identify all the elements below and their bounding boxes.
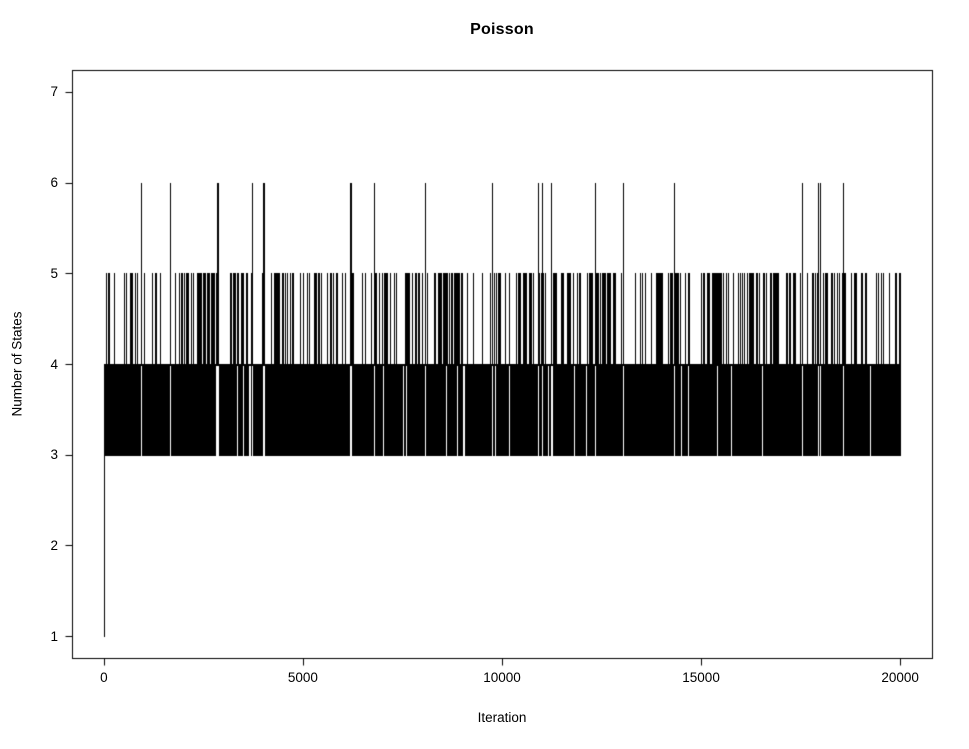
y-tick-label: 4 [50,356,58,372]
y-tick-label: 3 [50,447,58,463]
chart-title: Poisson [470,21,534,38]
x-axis-title: Iteration [477,710,527,725]
y-tick-label: 6 [50,175,58,191]
y-tick-label: 7 [50,84,58,100]
x-tick-label: 0 [100,670,108,685]
x-tick-label: 10000 [483,670,521,685]
y-tick-label: 5 [50,265,58,281]
x-tick-label: 15000 [682,670,720,685]
y-tick-label: 2 [50,537,58,553]
x-tick-label: 20000 [881,670,919,685]
x-tick-label: 5000 [287,670,318,685]
y-tick-label: 1 [50,628,58,644]
